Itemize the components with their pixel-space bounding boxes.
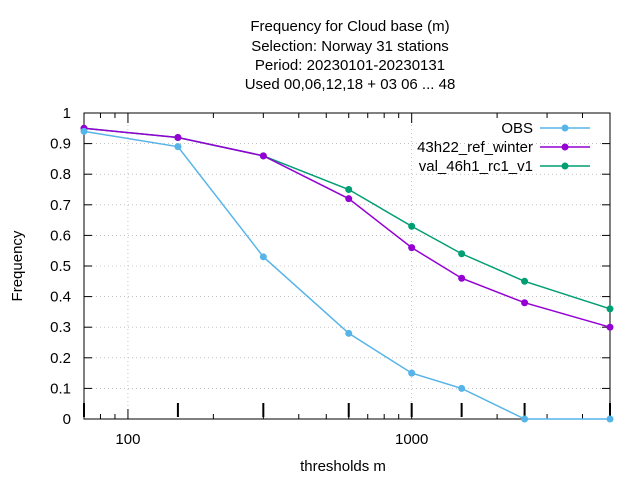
data-point: [345, 195, 353, 203]
y-tick-label: 0.5: [50, 258, 71, 275]
data-point: [80, 127, 88, 135]
legend-label: OBS: [501, 120, 533, 137]
data-point: [521, 299, 529, 307]
y-tick-label: 0.3: [50, 319, 71, 336]
chart-title-line-3: Period: 20230101-20230131: [254, 57, 446, 74]
y-tick-label: 0.6: [50, 227, 71, 244]
y-tick-label: 0: [63, 411, 71, 428]
y-tick-label: 0.1: [50, 380, 71, 397]
data-point: [458, 250, 466, 258]
series-line-0: [83, 130, 610, 420]
chart-title-line-4: Used 00,06,12,18 + 03 06 ... 48: [244, 76, 456, 93]
y-tick-label: 1: [63, 105, 71, 122]
x-tick-labels: 100 1000: [115, 431, 428, 448]
legend-label: val_46h1_rc1_v1: [419, 158, 533, 175]
data-point: [345, 329, 353, 337]
y-tick-labels: 0 0.1 0.2 0.3 0.4 0.5 0.6 0.7 0.8 0.9 1: [50, 105, 71, 428]
legend-swatch-marker: [561, 143, 569, 151]
chart-title-line-2: Selection: Norway 31 stations: [251, 38, 449, 55]
data-point: [408, 244, 416, 252]
grid: [84, 113, 610, 419]
x-tick-label: 1000: [395, 431, 428, 448]
chart-title-line-1: Frequency for Cloud base (m): [250, 18, 450, 35]
series-group: [80, 124, 614, 423]
y-tick-label: 0.7: [50, 197, 71, 214]
legend-swatch-marker: [561, 162, 569, 170]
x-tick-label: 100: [115, 431, 140, 448]
data-point: [458, 384, 466, 392]
y-tick-label: 0.2: [50, 350, 71, 367]
y-tick-label: 0.4: [50, 289, 71, 306]
data-point: [408, 369, 416, 377]
data-point: [259, 152, 267, 160]
legend: OBS 43h22_ref_winter val_46h1_rc1_v1: [417, 120, 590, 175]
y-tick-label: 0.9: [50, 136, 71, 153]
data-point: [521, 415, 529, 423]
legend-label: 43h22_ref_winter: [417, 139, 533, 156]
data-point: [458, 274, 466, 282]
y-axis-label: Frequency: [9, 230, 26, 301]
data-point: [408, 222, 416, 230]
data-point: [606, 415, 614, 423]
y-tick-label: 0.8: [50, 166, 71, 183]
data-point: [606, 323, 614, 331]
data-point: [259, 253, 267, 261]
data-point: [345, 186, 353, 193]
axis-ticks: [83, 112, 611, 420]
data-point: [174, 133, 182, 141]
x-axis-label: thresholds m: [300, 458, 386, 475]
series-line-1: [83, 127, 611, 328]
data-point: [521, 277, 529, 285]
data-point: [606, 305, 614, 313]
legend-swatch-marker: [561, 124, 569, 132]
data-point: [174, 143, 182, 151]
